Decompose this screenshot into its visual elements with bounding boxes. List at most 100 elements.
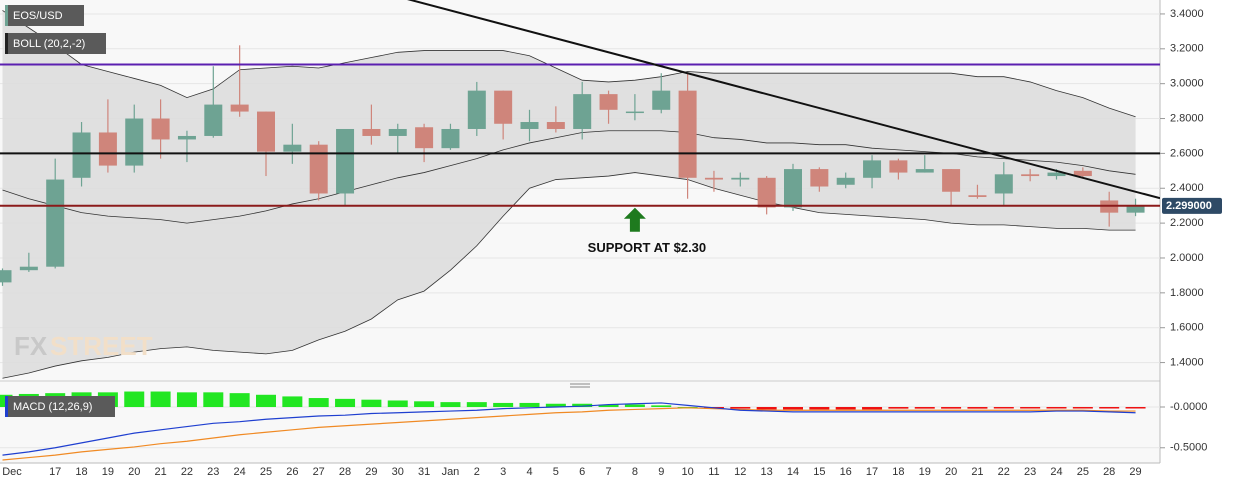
x-tick-label: 6	[579, 466, 585, 478]
x-tick-label: 26	[286, 466, 298, 478]
x-tick-label: 9	[658, 466, 664, 478]
y-tick-label: -0.0000	[1170, 401, 1207, 413]
histogram-bar	[651, 405, 672, 408]
histogram-bar	[993, 407, 1014, 409]
histogram-bar	[1125, 407, 1146, 409]
candle-body	[863, 160, 882, 178]
trendline	[407, 0, 1160, 200]
x-tick-label: 18	[892, 466, 904, 478]
candle-body	[573, 94, 592, 129]
indicator-bg	[5, 33, 106, 54]
histogram-bar	[967, 407, 988, 409]
symbol-bg	[5, 5, 84, 26]
x-tick-label: 12	[734, 466, 746, 478]
histogram-bar	[176, 392, 197, 408]
candle-body	[388, 128, 407, 136]
histogram-bar	[493, 402, 514, 408]
histogram-bar	[1072, 407, 1093, 409]
candle-body	[810, 169, 829, 187]
indicator-strip	[5, 33, 8, 54]
candle-body	[994, 174, 1013, 194]
histogram-bar	[914, 407, 935, 409]
histogram-bar	[730, 407, 751, 409]
price-label-bg	[1162, 197, 1222, 214]
x-tick-label: 29	[1129, 466, 1141, 478]
x-tick-label: 24	[1050, 466, 1062, 478]
y-tick-label: 1.8000	[1170, 287, 1204, 299]
histogram-bar	[229, 393, 250, 408]
histogram-bar	[203, 392, 224, 408]
histogram-bar	[282, 396, 303, 408]
support-arrow	[623, 207, 646, 232]
candle-body	[1047, 172, 1066, 177]
candle-body	[257, 111, 275, 152]
x-tick-label: 21	[154, 466, 166, 478]
histogram-bar	[1020, 407, 1041, 409]
histogram-bar	[124, 391, 145, 408]
x-tick-label: 23	[207, 466, 219, 478]
x-tick-label: 20	[128, 466, 140, 478]
histogram-bar	[572, 403, 593, 408]
x-tick-label: 22	[181, 466, 193, 478]
y-tick-label: 1.4000	[1170, 356, 1204, 368]
watermark: FX	[14, 331, 48, 361]
x-tick-label: 24	[234, 466, 246, 478]
candle-body	[177, 135, 196, 140]
candle-body	[204, 104, 223, 136]
x-tick-label: 17	[866, 466, 878, 478]
x-tick-label: 21	[971, 466, 983, 478]
candle-body	[599, 94, 618, 110]
candle-body	[546, 122, 565, 129]
x-tick-label: 4	[526, 466, 532, 478]
band-line	[2, 10, 1136, 118]
histogram-bar	[1046, 407, 1067, 409]
x-tick-label: 13	[761, 466, 773, 478]
histogram-bar	[256, 394, 276, 408]
candle-body	[836, 177, 855, 185]
x-tick-label: 19	[102, 466, 114, 478]
candle-body	[652, 90, 671, 110]
histogram-bar	[809, 407, 830, 410]
histogram-bar	[387, 400, 408, 408]
y-tick-label: 2.0000	[1170, 252, 1204, 264]
y-tick-label: 1.6000	[1170, 322, 1204, 334]
candle-body	[98, 132, 117, 166]
indicator-label: MACD (12,26,9)	[13, 401, 92, 413]
y-tick-label: 2.2000	[1170, 217, 1204, 229]
x-tick-label: 14	[787, 466, 799, 478]
watermark: STREET	[50, 331, 153, 361]
histogram-bar	[835, 407, 856, 410]
candle-body	[230, 104, 249, 112]
candle-body	[0, 270, 12, 283]
indicator-strip	[5, 396, 8, 417]
candle-body	[441, 128, 460, 149]
x-tick-label: Jan	[442, 466, 460, 478]
candle-body	[46, 179, 65, 267]
resize-handle[interactable]	[570, 383, 590, 388]
histogram-bar	[941, 407, 962, 409]
x-tick-label: 23	[1024, 466, 1036, 478]
axis-bg	[1160, 0, 1244, 485]
x-tick-label: 16	[840, 466, 852, 478]
candle-body	[731, 177, 750, 180]
x-tick-label: 15	[813, 466, 825, 478]
candle-body	[784, 169, 802, 208]
histogram-bar	[545, 403, 566, 408]
x-tick-label: 2	[474, 466, 480, 478]
histogram-bar	[335, 398, 356, 408]
candle-body	[467, 90, 486, 129]
candle-body	[125, 118, 144, 166]
candle-body	[1126, 205, 1145, 213]
histogram-bar	[308, 398, 329, 408]
x-tick-label: 19	[919, 466, 931, 478]
price-label: 2.299000	[1166, 200, 1212, 212]
histogram-bar	[519, 402, 540, 408]
x-tick-label: Dec	[2, 466, 22, 478]
histogram-bar	[440, 402, 461, 408]
histogram-bar	[888, 407, 909, 409]
symbol-label: EOS/USD	[13, 10, 63, 22]
symbol-strip	[5, 5, 8, 26]
histogram-bar	[466, 402, 487, 408]
x-tick-label: 27	[313, 466, 325, 478]
histogram-bar	[361, 399, 382, 408]
